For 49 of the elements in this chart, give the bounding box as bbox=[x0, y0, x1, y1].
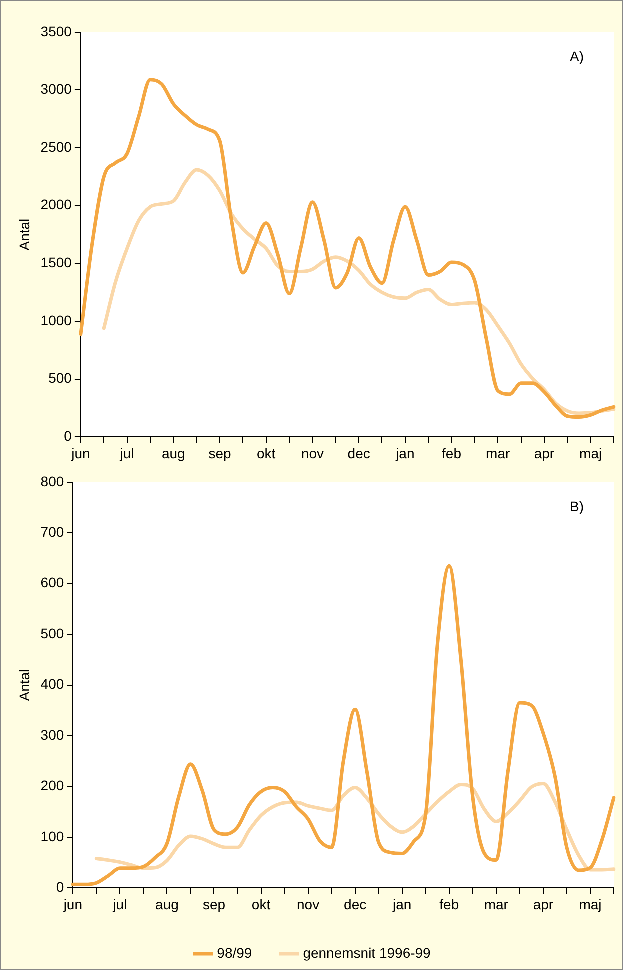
x-tick-label: jul bbox=[119, 445, 134, 462]
y-tick-label: 0 bbox=[64, 428, 72, 444]
y-tick-label: 3500 bbox=[40, 23, 72, 40]
x-tick-label: apr bbox=[534, 445, 555, 462]
x-tick-label: okt bbox=[257, 445, 276, 462]
x-tick-label: feb bbox=[442, 445, 462, 462]
x-tick-label: jun bbox=[70, 445, 90, 462]
x-tick-label: feb bbox=[440, 896, 460, 912]
y-tick-label: 0 bbox=[56, 879, 64, 896]
y-tick-label: 500 bbox=[48, 370, 72, 386]
y-tick-label: 2000 bbox=[40, 196, 72, 213]
x-tick-label: apr bbox=[533, 896, 554, 912]
y-tick-label: 1500 bbox=[40, 254, 72, 271]
y-tick-label: 2500 bbox=[40, 138, 72, 155]
annotation: A) bbox=[570, 48, 584, 64]
y-tick-label: 700 bbox=[40, 524, 64, 540]
x-tick-label: sep bbox=[208, 445, 232, 462]
y-tick-label: 3000 bbox=[40, 81, 72, 98]
x-tick-label: jan bbox=[395, 445, 415, 462]
x-tick-label: jul bbox=[112, 896, 128, 912]
x-tick-label: jun bbox=[62, 896, 82, 912]
y-tick-label: 1000 bbox=[40, 312, 72, 328]
x-tick-label: dec bbox=[348, 445, 370, 462]
x-tick-label: mar bbox=[484, 896, 509, 912]
x-tick-label: maj bbox=[580, 445, 602, 462]
line-series bbox=[94, 782, 616, 872]
y-axis-title: Antal bbox=[16, 669, 32, 702]
x-tick-label: okt bbox=[252, 896, 271, 912]
y-tick-label: 800 bbox=[40, 473, 64, 490]
x-tick-label: jan bbox=[392, 896, 412, 912]
line-series bbox=[79, 78, 616, 420]
x-tick-label: sep bbox=[202, 896, 226, 912]
y-tick-label: 200 bbox=[40, 778, 64, 794]
y-tick-label: 400 bbox=[40, 676, 64, 692]
y-tick-label: 600 bbox=[40, 574, 64, 591]
x-tick-label: aug bbox=[156, 896, 179, 912]
y-tick-label: 300 bbox=[40, 726, 64, 743]
x-tick-label: nov bbox=[297, 896, 320, 912]
x-tick-label: dec bbox=[344, 896, 367, 912]
annotation: B) bbox=[570, 498, 584, 514]
x-tick-label: aug bbox=[162, 445, 186, 462]
y-tick-label: 500 bbox=[40, 625, 64, 642]
y-axis-title: Antal bbox=[16, 218, 32, 251]
x-tick-label: maj bbox=[579, 896, 602, 912]
legend-label: gennemsnit 1996-99 bbox=[303, 944, 432, 961]
y-tick-label: 100 bbox=[40, 828, 64, 844]
x-tick-label: nov bbox=[301, 445, 324, 462]
x-tick-label: mar bbox=[486, 445, 511, 462]
legend-label: 98/99 bbox=[217, 944, 252, 961]
